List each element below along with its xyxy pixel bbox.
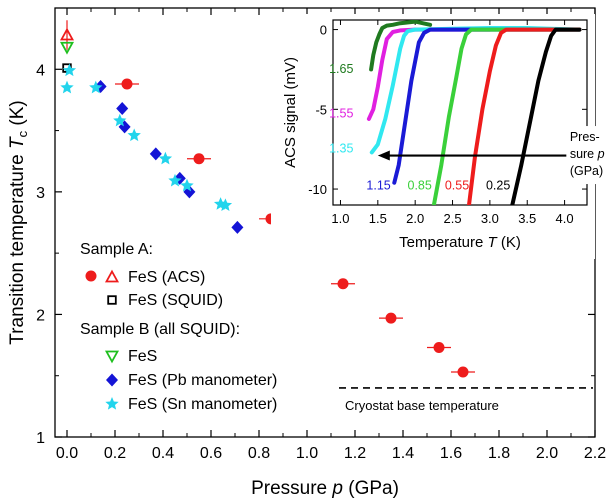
inset-pressure-label: 0.25 xyxy=(486,178,510,192)
inset-x-tick-label: 4.0 xyxy=(556,211,574,226)
inset-y-tick-label: 0 xyxy=(320,23,327,38)
data-point xyxy=(168,173,182,187)
data-point xyxy=(149,147,162,161)
inset-x-axis-label: Temperature T (K) xyxy=(399,234,521,251)
data-point xyxy=(121,78,133,90)
inset-x-tick-label: 1.5 xyxy=(369,211,387,226)
x-tick-label: 1.2 xyxy=(344,445,366,462)
x-tick-label: 1.8 xyxy=(488,445,510,462)
inset-background xyxy=(271,14,595,259)
data-point xyxy=(113,113,127,127)
pressure-arrow-head xyxy=(377,150,390,161)
x-tick-label: 0.0 xyxy=(56,445,78,462)
inset-y-axis-label: ACS signal (mV) xyxy=(282,57,299,168)
legend-marker xyxy=(104,350,120,364)
inset-x-tick-label: 2.0 xyxy=(406,211,424,226)
inset-pressure-label: 1.65 xyxy=(329,62,353,76)
data-point xyxy=(116,102,129,116)
data-point xyxy=(385,312,397,324)
inset-y-tick-label: -10 xyxy=(308,182,327,197)
x-tick-label: 0.6 xyxy=(200,445,222,462)
x-tick-label: 0.2 xyxy=(104,445,126,462)
base-temperature-label: Cryostat base temperature xyxy=(345,398,499,413)
data-point xyxy=(89,80,103,94)
inset-x-tick-label: 3.0 xyxy=(481,211,499,226)
y-tick-label: 1 xyxy=(36,430,45,447)
x-tick-label: 2.0 xyxy=(536,445,558,462)
inset-x-tick-label: 3.5 xyxy=(518,211,536,226)
inset-pressure-label: 1.55 xyxy=(329,107,353,121)
y-tick-label: 3 xyxy=(36,185,45,202)
data-point xyxy=(62,63,77,77)
series-0 xyxy=(115,78,475,378)
series-4 xyxy=(94,79,285,256)
inset-x-tick-label: 1.0 xyxy=(331,211,349,226)
data-point xyxy=(59,27,75,41)
pressure-arrow-label: (GPa) xyxy=(570,164,603,178)
legend-marker xyxy=(85,270,97,282)
legend-label: FeS (SQUID) xyxy=(128,292,223,309)
inset-plot: 1.0 1.5 2.0 2.5 3.0 3.5 4.0 0 -5 -10 Temperature T… xyxy=(271,14,610,259)
data-point xyxy=(59,41,75,55)
inset-pressure-label: 0.55 xyxy=(445,178,469,192)
legend-group-title: Sample B (all SQUID): xyxy=(80,321,240,338)
inset-curve-0 xyxy=(369,20,433,72)
main-plot: 0.0 0.2 0.4 0.6 0.8 1.0 1.2 1.4 1.6 1.8 2.0 2.2 1 2 3 4… xyxy=(7,7,606,499)
series-1 xyxy=(59,20,75,50)
x-tick-label: 0.4 xyxy=(152,445,174,462)
inset-y-tick-label: -5 xyxy=(315,102,327,117)
data-point xyxy=(158,151,173,165)
inset-pressure-label: 1.35 xyxy=(329,142,353,156)
inset-curves xyxy=(366,20,582,205)
y-tick-label: 4 xyxy=(36,62,45,79)
series-3 xyxy=(59,41,75,55)
data-point xyxy=(193,153,205,165)
arrow-label-bg xyxy=(566,126,610,185)
inset-frame xyxy=(332,19,588,206)
data-point xyxy=(457,366,469,378)
data-point xyxy=(218,198,233,211)
inset-curve-6 xyxy=(510,27,582,205)
legend-label: FeS (Sn manometer) xyxy=(128,396,277,413)
x-tick-label: 2.2 xyxy=(584,445,606,462)
legend: Sample A: FeS (ACS) FeS (SQUID) Sample B (a… xyxy=(80,241,277,413)
inset-x-tick-label: 2.5 xyxy=(443,211,461,226)
data-point xyxy=(337,278,349,290)
series-5 xyxy=(60,63,233,211)
legend-group-title: Sample A: xyxy=(80,241,153,258)
data-point xyxy=(433,342,445,354)
legend-marker xyxy=(105,397,119,410)
x-tick-label: 1.6 xyxy=(440,445,462,462)
legend-label: FeS xyxy=(128,348,157,365)
y-tick-label: 2 xyxy=(36,307,45,324)
pressure-arrow-label: sure p xyxy=(570,147,605,161)
x-tick-label: 1.0 xyxy=(296,445,318,462)
legend-label: FeS (Pb manometer) xyxy=(128,372,277,389)
legend-label: FeS (ACS) xyxy=(128,269,205,286)
data-point xyxy=(127,128,141,142)
x-axis-label: Pressure p (GPa) xyxy=(251,478,399,499)
y-axis-label: Transition temperature Tc (K) xyxy=(7,100,30,344)
x-tick-label: 0.8 xyxy=(248,445,270,462)
data-point xyxy=(60,80,74,94)
data-point xyxy=(180,178,194,192)
pressure-arrow-label: Pres- xyxy=(570,130,600,144)
inset-curve-5 xyxy=(467,27,582,205)
legend-marker xyxy=(106,373,118,387)
inset-pressure-label: 1.15 xyxy=(366,178,390,192)
x-tick-label: 1.4 xyxy=(392,445,414,462)
legend-marker xyxy=(104,269,120,283)
inset-pressure-label: 0.85 xyxy=(408,178,432,192)
legend-marker xyxy=(107,295,117,305)
data-point xyxy=(231,220,244,234)
